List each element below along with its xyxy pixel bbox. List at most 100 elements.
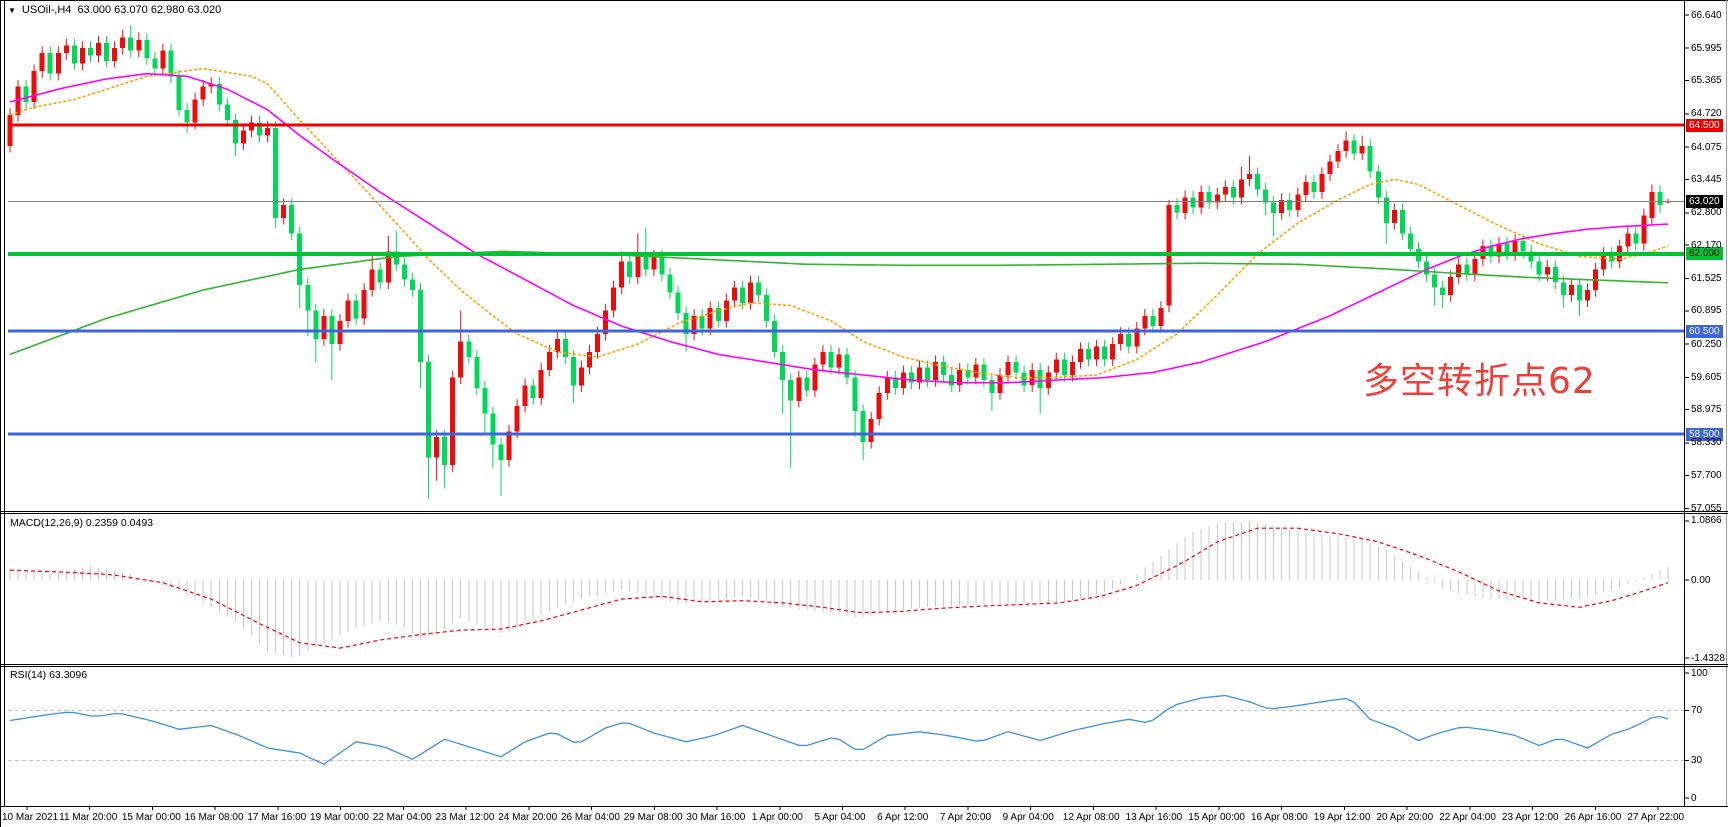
macd-rsi-separator[interactable] [0, 664, 1728, 665]
candle-down [426, 362, 431, 458]
candle-up [208, 84, 214, 87]
candle-down [627, 261, 633, 278]
candle-up [1641, 215, 1647, 244]
candle-down [257, 122, 262, 136]
candle-up [538, 369, 544, 399]
candle-down [643, 254, 649, 270]
candle-up [1585, 290, 1590, 301]
candle-down [1504, 243, 1510, 254]
candle-up [369, 269, 375, 290]
candle-down [1086, 349, 1091, 360]
candle-down [313, 310, 319, 339]
candle-up [450, 377, 456, 466]
candle-up [63, 45, 69, 54]
candle-down [1271, 202, 1277, 213]
candle-up [120, 37, 126, 48]
candle-up [1335, 151, 1341, 162]
candle-down [1399, 210, 1405, 234]
candle-up [1601, 254, 1607, 270]
candle-down [71, 45, 77, 64]
candle-down [305, 284, 311, 311]
candle-up [884, 377, 890, 394]
candle-down [1657, 192, 1663, 206]
candle-down [1287, 199, 1293, 211]
left-inner-border [4, 0, 5, 806]
candle-up [619, 261, 625, 288]
candlestick-series[interactable] [7, 25, 1671, 499]
macd-signal-line [9, 527, 1669, 649]
candle-up [96, 42, 101, 56]
candle-up [192, 99, 198, 123]
candle-up [973, 364, 979, 378]
candle-up [691, 315, 697, 334]
candle-up [900, 372, 906, 388]
candle-up [1110, 344, 1116, 360]
candle-down [788, 380, 794, 401]
candle-up [1544, 266, 1550, 275]
candle-up [1568, 284, 1574, 296]
candle-down [965, 369, 971, 378]
candle-up [1142, 315, 1148, 329]
candle-down [1464, 264, 1470, 275]
candle-down [1528, 251, 1534, 262]
macd-rsi-separator[interactable] [0, 666, 1728, 667]
main-macd-separator[interactable] [0, 511, 1728, 512]
candle-down [699, 315, 705, 329]
candle-up [200, 86, 206, 100]
candle-up [1649, 192, 1655, 218]
candle-down [804, 377, 810, 391]
candle-up [1496, 243, 1502, 257]
candle-up [1319, 174, 1325, 193]
candle-up [160, 50, 166, 69]
candle-down [908, 372, 914, 383]
candle-down [1577, 284, 1582, 301]
candle-down [1560, 282, 1566, 296]
symbol-dropdown-icon[interactable]: ▼ [8, 5, 16, 15]
candle-down [128, 37, 134, 51]
candle-down [152, 58, 158, 69]
macd-indicator-label: MACD(12,26,9) 0.2359 0.0493 [10, 517, 154, 529]
candle-down [989, 380, 995, 393]
candle-down [418, 290, 423, 363]
candle-up [31, 71, 37, 102]
candle-down [949, 375, 955, 386]
chart-text-annotation[interactable]: 多空转折点62 [1363, 361, 1596, 402]
candle-up [1182, 197, 1188, 213]
candle-up [933, 362, 939, 381]
candle-down [1367, 145, 1373, 172]
candle-down [442, 436, 448, 466]
time-axis-separator [0, 806, 1728, 807]
candle-down [466, 341, 472, 357]
candle-down [1520, 241, 1526, 252]
rsi-indicator-label: RSI(14) 63.3096 [10, 669, 88, 681]
candle-up [957, 369, 963, 386]
candle-down [739, 287, 745, 303]
candle-up [1303, 181, 1309, 195]
candle-up [731, 287, 737, 301]
candle-down [1407, 233, 1413, 249]
candle-down [168, 50, 174, 77]
candle-down [1633, 233, 1639, 244]
candle-up [506, 431, 512, 460]
candle-up [1158, 308, 1164, 326]
candle-up [7, 114, 13, 146]
candle-down [353, 300, 359, 319]
candle-up [1456, 264, 1462, 278]
ma-slow-green-line [9, 250, 1669, 356]
candle-down [498, 444, 504, 460]
candle-down [715, 308, 721, 321]
candle-down [482, 387, 488, 414]
candle-down [1351, 140, 1357, 154]
candle-down [297, 233, 303, 285]
candle-up [321, 315, 327, 339]
candle-down [1375, 171, 1381, 198]
candle-up [1134, 328, 1140, 347]
candle-down [892, 377, 898, 388]
main-macd-separator[interactable] [0, 513, 1728, 514]
candle-down [860, 411, 866, 442]
candle-up [1069, 362, 1075, 375]
candle-down [184, 109, 190, 123]
candle-down [1061, 359, 1067, 375]
candle-down [88, 48, 93, 56]
